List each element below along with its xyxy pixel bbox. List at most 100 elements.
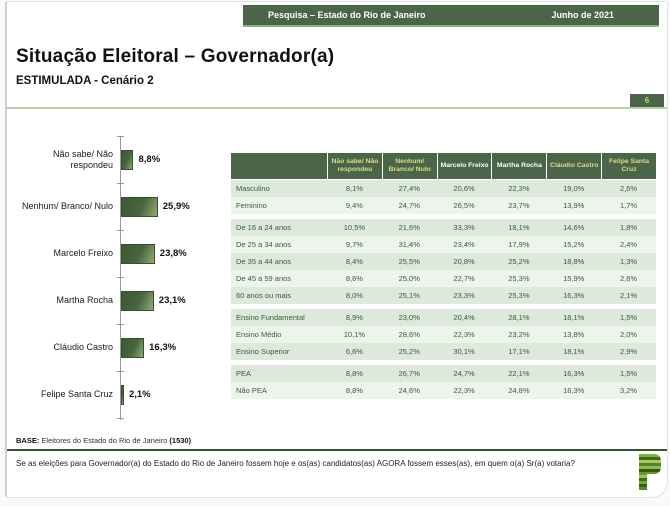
table-cell: 25,2% — [508, 257, 530, 266]
table-cell: 25,3% — [508, 291, 530, 300]
chart-value-label: 16,3% — [149, 342, 177, 353]
table-cell: 33,3% — [453, 223, 475, 232]
page-title: Situação Eleitoral – Governador(a) — [16, 46, 335, 67]
table-cell: 9,4% — [345, 201, 363, 210]
report-slide: Pesquisa – Estado do Rio de Janeiro Junh… — [5, 1, 668, 498]
table-cell: 16,3% — [563, 386, 585, 395]
table-cell: 1,7% — [620, 201, 638, 210]
chart-row: Martha Rocha 23,1% — [13, 277, 231, 324]
table-cell: 1,3% — [620, 257, 638, 266]
chart-value-label: 8,8% — [138, 154, 161, 165]
table-cell: 8,0% — [345, 291, 363, 300]
table-cell: 16,3% — [563, 369, 585, 378]
table-row: PEA 8,8% 26,7% 24,7% 22,1% 16,3% 1,5% — [231, 365, 656, 382]
table-cell: 1,8% — [620, 223, 638, 232]
table-cell: 22,1% — [508, 369, 530, 378]
table-cell: 8,8% — [345, 386, 363, 395]
table-cell: 23,2% — [508, 330, 530, 339]
table-cell: 18,1% — [563, 347, 585, 356]
table-cell: 13,9% — [563, 201, 585, 210]
survey-question: Se as eleições para Governador(a) do Est… — [16, 459, 575, 468]
table-cell: 24,7% — [398, 201, 420, 210]
table-cell: 2,1% — [620, 291, 638, 300]
table-cell: 9,7% — [345, 240, 363, 249]
chart-axis-tick — [117, 418, 124, 419]
chart-category-label: Cláudio Castro — [53, 342, 113, 353]
chart-category-label: Não sabe/ Não respondeu — [52, 148, 113, 170]
row-label: Feminino — [236, 201, 267, 210]
table-row: De 25 a 34 anos 9,7% 31,4% 23,4% 17,9% 15,2% 2… — [231, 236, 656, 253]
table-cell: 24,8% — [508, 386, 530, 395]
table-cell: 30,1% — [453, 347, 475, 356]
chart-axis — [120, 136, 121, 420]
table-cell: 8,6% — [345, 274, 363, 283]
table-cell: 10,1% — [343, 330, 366, 339]
table-column-header: Marcelo Freixo — [437, 153, 492, 179]
banner-date: Junho de 2021 — [551, 10, 614, 20]
chart-axis-tick — [117, 277, 124, 278]
bar-chart: Não sabe/ Não respondeu 8,8% Nenhum/ Branc… — [13, 136, 231, 420]
table-header-row: Não sabe/ Não respondeu Nenhum/ Branco/ N… — [231, 153, 656, 179]
table-row: Feminino 9,4% 24,7% 26,5% 23,7% 13,9% 1,7% — [231, 197, 656, 214]
table-cell: 1,5% — [620, 369, 638, 378]
table-cell: 28,6% — [398, 330, 420, 339]
base-label: BASE: — [16, 436, 40, 445]
table-cell: 20,4% — [453, 313, 475, 322]
table-cell: 14,6% — [563, 223, 585, 232]
striped-p-logo — [639, 454, 661, 495]
table-cell: 6,6% — [345, 347, 363, 356]
table-row: Ensino Fundamental 8,9% 23,0% 20,4% 28,1% 18,… — [231, 309, 656, 326]
table-cell: 2,9% — [620, 347, 638, 356]
table-row: De 35 a 44 anos 8,4% 25,5% 20,8% 25,2% 18,8% 1… — [231, 253, 656, 270]
chart-row: Nenhum/ Branco/ Nulo 25,9% — [13, 183, 231, 230]
table-cell: 22,7% — [453, 274, 475, 283]
row-label: 60 anos ou mais — [236, 291, 292, 300]
row-label: Masculino — [236, 184, 270, 193]
banner-title: Pesquisa – Estado do Rio de Janeiro — [268, 10, 426, 20]
chart-category-label: Nenhum/ Branco/ Nulo — [21, 201, 113, 212]
table-cell: 17,1% — [508, 347, 530, 356]
chart-bar — [121, 243, 155, 264]
table-row: Não PEA 8,8% 24,6% 22,3% 24,8% 16,3% 3,2% — [231, 382, 656, 399]
table-cell: 8,4% — [345, 257, 363, 266]
table-cell: 22,3% — [508, 184, 530, 193]
table-cell: 26,7% — [398, 369, 420, 378]
page-number-badge: 6 — [630, 94, 664, 107]
table-cell: 31,4% — [398, 240, 420, 249]
table-cell: 2,4% — [620, 240, 638, 249]
table-row: De 45 a 59 anos 8,6% 25,0% 22,7% 25,3% 15,9% 2… — [231, 270, 656, 287]
chart-axis-tick — [117, 371, 124, 372]
table-group-sexo: Masculino 8,1% 27,4% 20,6% 22,3% 19,0% 2,6% Fem… — [231, 180, 656, 214]
table-cell: 15,9% — [563, 274, 585, 283]
title-divider — [7, 107, 667, 109]
table-column-header: Martha Rocha — [492, 153, 547, 179]
table-column-header: Não sabe/ Não respondeu — [328, 153, 382, 179]
row-label: Ensino Fundamental — [236, 313, 305, 322]
table-group-escolaridade: Ensino Fundamental 8,9% 23,0% 20,4% 28,1% 18,… — [231, 309, 656, 360]
table-cell: 24,6% — [398, 386, 420, 395]
base-note: BASE: Eleitores do Estado do Rio de Jane… — [16, 436, 191, 445]
table-cell: 22,3% — [453, 330, 475, 339]
chart-bar — [121, 337, 145, 358]
table-row: Masculino 8,1% 27,4% 20,6% 22,3% 19,0% 2,6% — [231, 180, 656, 197]
table-row: Ensino Médio 10,1% 28,6% 22,3% 23,2% 13,8% 2,0… — [231, 326, 656, 343]
chart-value-label: 23,1% — [158, 295, 186, 306]
table-cell: 2,6% — [620, 274, 638, 283]
chart-category-label: Marcelo Freixo — [53, 248, 113, 259]
row-label: De 25 a 34 anos — [236, 240, 292, 249]
table-row: Ensino Superior 6,6% 25,2% 30,1% 17,1% 18,1% 2… — [231, 343, 656, 360]
chart-bar — [121, 290, 154, 311]
table-cell: 8,8% — [345, 369, 363, 378]
table-column-header: Nenhum/ Branco/ Nulo — [382, 153, 437, 179]
table-corner-cell — [231, 153, 327, 179]
table-row: De 16 a 24 anos 10,5% 21,6% 33,3% 18,1% 14,6%… — [231, 219, 656, 236]
chart-bar — [121, 384, 124, 405]
table-cell: 16,3% — [563, 291, 585, 300]
table-cell: 21,6% — [398, 223, 420, 232]
table-cell: 2,0% — [620, 330, 638, 339]
table-cell: 8,9% — [345, 313, 363, 322]
chart-bar — [121, 149, 134, 170]
chart-bar — [121, 196, 158, 217]
table-cell: 23,3% — [453, 291, 475, 300]
row-label: Ensino Superior — [236, 347, 290, 356]
